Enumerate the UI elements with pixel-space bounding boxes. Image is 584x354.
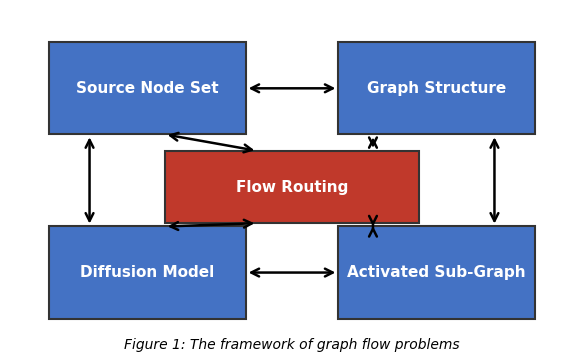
Text: Diffusion Model: Diffusion Model [80, 265, 214, 280]
FancyBboxPatch shape [338, 227, 535, 319]
Text: Graph Structure: Graph Structure [367, 81, 506, 96]
Text: Flow Routing: Flow Routing [236, 179, 348, 194]
FancyBboxPatch shape [338, 42, 535, 135]
Text: Source Node Set: Source Node Set [76, 81, 218, 96]
FancyBboxPatch shape [49, 227, 246, 319]
FancyBboxPatch shape [165, 151, 419, 223]
Text: Figure 1: The framework of graph flow problems: Figure 1: The framework of graph flow pr… [124, 338, 460, 352]
Text: Activated Sub-Graph: Activated Sub-Graph [347, 265, 526, 280]
FancyBboxPatch shape [49, 42, 246, 135]
